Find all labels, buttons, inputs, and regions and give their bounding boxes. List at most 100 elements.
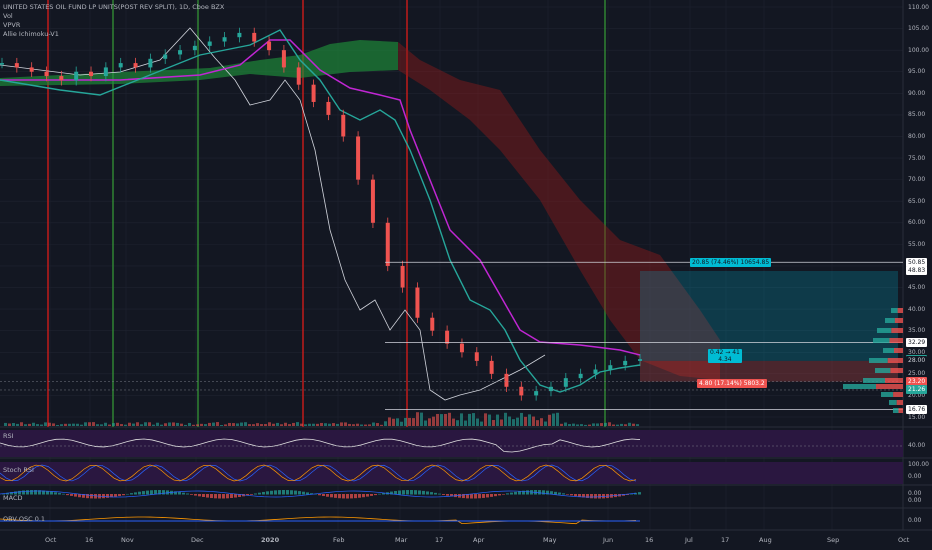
chart-title: UNITED STATES OIL FUND LP UNITS(POST REV… xyxy=(3,3,224,11)
volume-bar xyxy=(548,415,551,426)
candle-body xyxy=(163,54,167,58)
vpvr-up xyxy=(883,348,894,353)
macd-hist xyxy=(262,492,265,495)
time-axis-label: 2020 xyxy=(261,536,279,544)
volume-bar xyxy=(4,423,7,426)
volume-bar xyxy=(176,423,179,426)
vpvr-down xyxy=(898,308,903,313)
candle-body xyxy=(371,180,375,223)
price-axis-label: 45.00 xyxy=(908,284,925,291)
volume-bar xyxy=(612,425,615,426)
stoch-level-low: 0.00 xyxy=(908,473,921,480)
volume-bar xyxy=(296,422,299,426)
volume-bar xyxy=(396,418,399,426)
macd-hist xyxy=(378,494,381,495)
volume-bar xyxy=(480,422,483,426)
obv-line xyxy=(0,517,636,524)
study-vpvr[interactable]: VPVR xyxy=(3,21,20,29)
macd-hist xyxy=(254,493,257,494)
volume-bar xyxy=(632,424,635,426)
price-axis-label: 85.00 xyxy=(908,111,925,118)
macd-hist xyxy=(434,493,437,495)
macd-hist xyxy=(350,494,353,498)
macd-hist xyxy=(446,494,449,496)
volume-bar xyxy=(172,422,175,426)
macd-hist xyxy=(490,494,493,497)
volume-bar xyxy=(472,413,475,426)
volume-bar xyxy=(484,413,487,426)
volume-bar xyxy=(516,418,519,426)
volume-bar xyxy=(376,423,379,426)
vpvr-up xyxy=(843,384,876,389)
volume-bar xyxy=(356,424,359,426)
time-axis-label: Jul xyxy=(685,536,693,544)
volume-bar xyxy=(384,421,387,426)
macd-hist xyxy=(62,494,65,495)
candle-body xyxy=(445,331,449,344)
price-tag: 50.85 xyxy=(906,258,927,267)
vpvr-up xyxy=(885,318,895,323)
volume-bar xyxy=(564,423,567,426)
volume-bar xyxy=(128,423,131,426)
price-axis-label: 40.00 xyxy=(908,306,925,313)
macd-hist xyxy=(354,494,357,498)
volume-bar xyxy=(308,424,311,426)
volume-bar xyxy=(180,424,183,426)
macd-hist xyxy=(510,493,513,495)
macd-hist xyxy=(210,494,213,498)
macd-hist xyxy=(138,492,141,495)
macd-hist xyxy=(294,491,297,495)
macd-hist xyxy=(414,490,417,494)
volume-bar xyxy=(100,424,103,426)
study-ichimoku[interactable]: Allie Ichimoku-V1 xyxy=(3,30,59,38)
volume-bar xyxy=(416,412,419,426)
volume-bar xyxy=(476,419,479,426)
study-vol[interactable]: Vol xyxy=(3,12,13,20)
price-axis-label: 110.00 xyxy=(908,4,929,11)
macd-hist xyxy=(398,491,401,495)
volume-bar xyxy=(196,424,199,426)
stop-label: 4.80 (17.14%) 5803.2 xyxy=(697,379,767,388)
volume-bar xyxy=(576,424,579,426)
macd-hist xyxy=(598,494,601,498)
obv-level: 0.00 xyxy=(908,517,921,524)
macd-hist xyxy=(326,494,329,497)
macd-hist xyxy=(554,492,557,495)
volume-bar xyxy=(348,424,351,426)
macd-hist xyxy=(638,492,641,494)
time-axis-label: Apr xyxy=(473,536,484,544)
candle-body xyxy=(134,63,138,67)
time-axis-label: Mar xyxy=(395,536,407,544)
volume-bar xyxy=(260,424,263,426)
volume-bar xyxy=(44,422,47,426)
volume-bar xyxy=(336,424,339,426)
volume-bar xyxy=(412,418,415,426)
volume-bar xyxy=(68,424,71,426)
volume-bar xyxy=(372,423,375,426)
time-axis-label: Dec xyxy=(191,536,204,544)
volume-bar xyxy=(84,422,87,426)
candle-body xyxy=(178,50,182,54)
price-axis-label: 15.00 xyxy=(908,414,925,421)
price-tag: 28.00 xyxy=(906,356,927,365)
macd-hist xyxy=(366,494,369,497)
volume-bar xyxy=(64,424,67,426)
macd-hist xyxy=(30,490,33,494)
macd-hist xyxy=(318,494,321,495)
volume-bar xyxy=(116,423,119,426)
ratio-label: 0.42 → 41 4.34 xyxy=(708,349,742,363)
volume-bar xyxy=(264,424,267,426)
macd-hist xyxy=(234,494,237,498)
candle-body xyxy=(237,33,241,37)
volume-bar xyxy=(304,424,307,426)
volume-bar xyxy=(520,413,523,426)
macd-hist xyxy=(470,494,473,498)
volume-bar xyxy=(228,423,231,426)
volume-bar xyxy=(28,424,31,426)
macd-hist xyxy=(282,490,285,494)
volume-bar xyxy=(556,413,559,426)
time-axis-label: Feb xyxy=(333,536,345,544)
macd-hist xyxy=(206,494,209,498)
macd-hist xyxy=(362,494,365,497)
